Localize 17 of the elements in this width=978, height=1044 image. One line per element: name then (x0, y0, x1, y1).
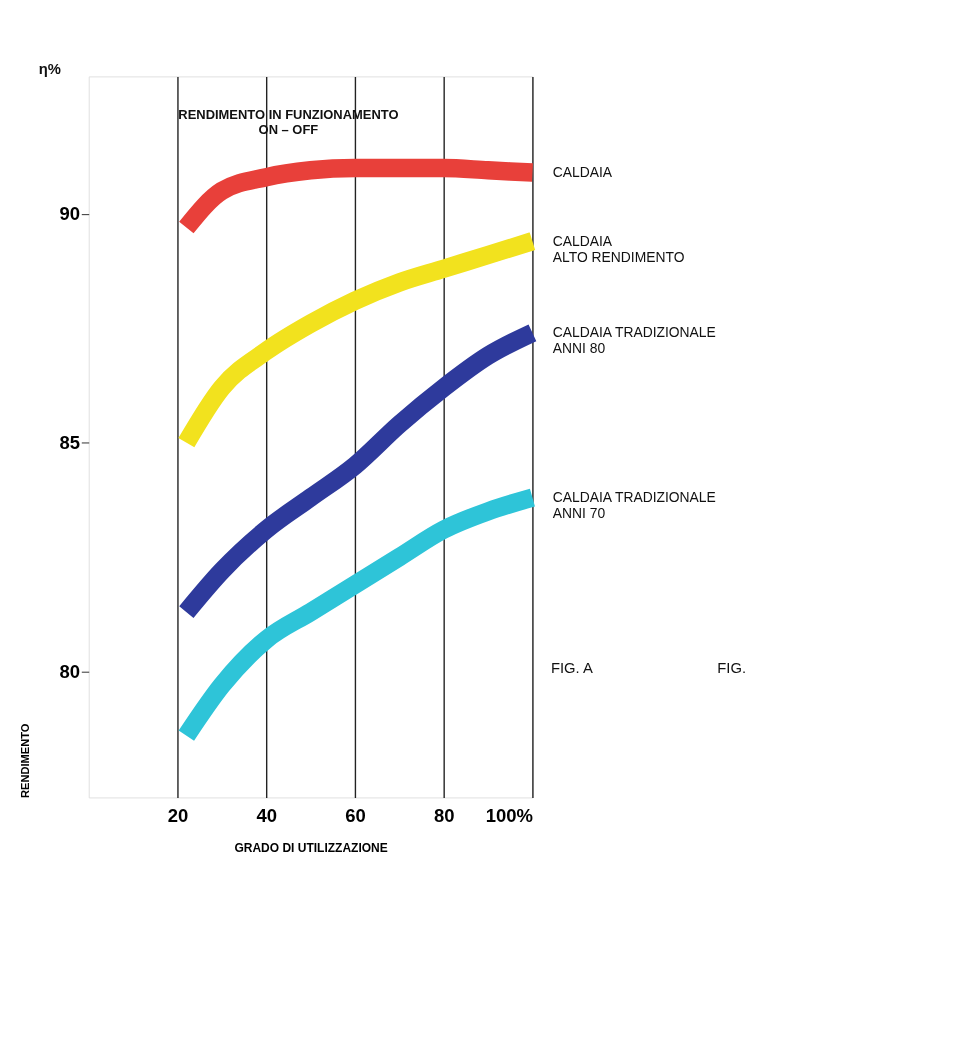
series-label: CALDAIA (552, 164, 613, 181)
y-tick-label: 90 (59, 202, 80, 224)
x-tick-label: 100% (485, 804, 533, 826)
series-label: CALDAIA ALTO RENDIMENTO (552, 232, 685, 265)
x-axis-title: GRADO DI UTILIZZAZIONE (234, 840, 388, 855)
x-tick-label: 20 (167, 804, 189, 826)
series-label: CALDAIA TRADIZIONALE ANNI 80 (552, 324, 716, 357)
x-tick-label: 60 (345, 804, 366, 826)
text: η% (38, 60, 62, 77)
text: FIG. A (550, 659, 593, 676)
y-axis-title: RENDIMENTO (18, 723, 31, 798)
y-tick-label: 80 (59, 660, 80, 682)
x-tick-label: 80 (433, 804, 455, 826)
series-label: CALDAIA TRADIZIONALE ANNI 70 (552, 489, 716, 521)
text: FIG. (717, 659, 747, 676)
x-tick-label: 40 (256, 804, 277, 826)
y-tick-label: 85 (59, 431, 80, 453)
